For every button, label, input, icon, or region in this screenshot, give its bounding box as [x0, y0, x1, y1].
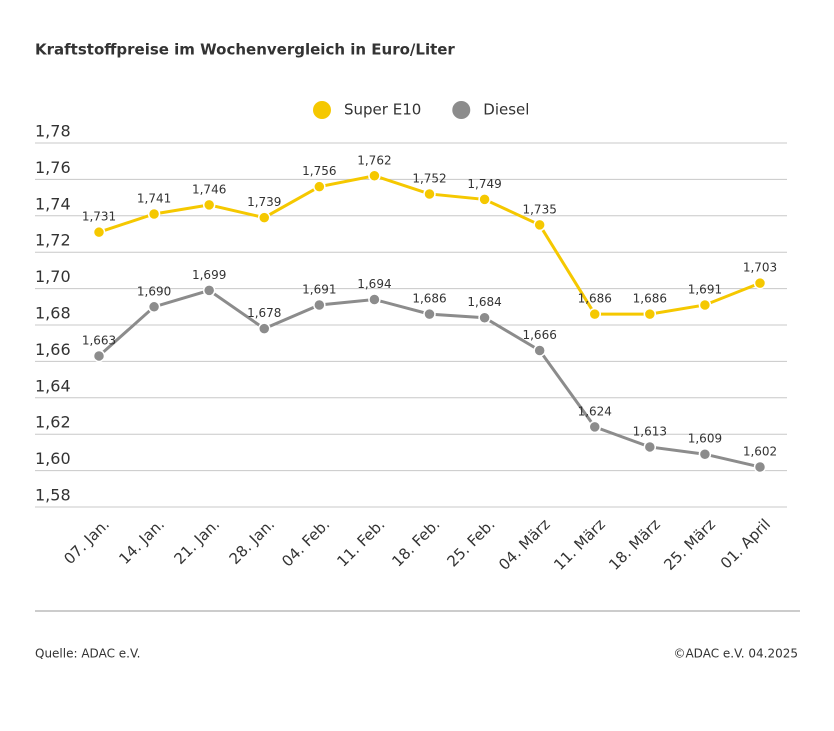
data-label: 1,735: [522, 202, 556, 216]
data-label: 1,678: [247, 306, 281, 320]
data-point: [588, 420, 601, 434]
data-label: 1,739: [247, 195, 281, 209]
x-tick-label: 18. März: [605, 515, 664, 574]
y-tick-label: 1,68: [35, 304, 71, 323]
data-point: [92, 349, 106, 363]
data-point: [423, 187, 436, 201]
data-point: [643, 440, 657, 454]
y-tick-label: 1,58: [35, 486, 71, 505]
data-label: 1,666: [522, 328, 556, 342]
x-tick-label: 04. Feb.: [278, 515, 333, 570]
data-point: [753, 276, 767, 290]
data-point: [368, 293, 381, 306]
x-tick-label: 11. März: [550, 515, 609, 574]
x-tick-label: 07. Jan.: [60, 515, 113, 568]
data-label: 1,609: [688, 432, 722, 446]
data-label: 1,703: [743, 261, 777, 275]
data-point: [423, 307, 436, 321]
y-tick-label: 1,64: [35, 376, 71, 395]
data-point: [202, 198, 216, 212]
x-tick-label: 14. Jan.: [115, 515, 168, 568]
data-point: [147, 300, 161, 314]
x-tick-label: 11. Feb.: [333, 515, 388, 570]
y-tick-label: 1,70: [35, 267, 71, 286]
data-label: 1,686: [578, 292, 612, 306]
chart-title: Kraftstoffpreise im Wochenvergleich in E…: [35, 41, 455, 59]
data-point: [313, 298, 326, 312]
legend-marker: [452, 101, 471, 119]
y-tick-label: 1,66: [35, 340, 71, 359]
data-label: 1,731: [82, 210, 116, 224]
x-tick-label: 01. April: [717, 515, 774, 572]
y-tick-label: 1,60: [35, 449, 71, 468]
data-label: 1,690: [137, 284, 171, 298]
data-label: 1,613: [633, 424, 667, 438]
x-tick-label: 28. Jan.: [226, 515, 279, 568]
data-label: 1,624: [578, 404, 612, 418]
data-label: 1,699: [192, 268, 226, 282]
data-label: 1,752: [412, 171, 446, 185]
y-tick-label: 1,76: [35, 158, 71, 177]
data-point: [753, 460, 767, 474]
data-point: [147, 207, 161, 221]
data-point: [643, 307, 657, 321]
credit: ©ADAC e.V. 04.2025: [673, 647, 798, 661]
data-label: 1,741: [137, 191, 171, 205]
legend-marker: [313, 101, 331, 119]
y-tick-label: 1,74: [35, 194, 71, 213]
data-point: [533, 344, 546, 357]
x-tick-label: 04. März: [495, 515, 554, 574]
data-label: 1,746: [192, 182, 226, 196]
data-point: [202, 284, 216, 297]
data-point: [92, 225, 106, 239]
data-label: 1,749: [467, 177, 501, 191]
legend-label: Diesel: [483, 101, 529, 119]
y-tick-label: 1,78: [35, 122, 71, 141]
data-label: 1,762: [357, 153, 391, 167]
y-tick-label: 1,62: [35, 413, 71, 432]
data-point: [258, 211, 271, 224]
x-tick-label: 25. Feb.: [443, 515, 498, 570]
data-point: [258, 322, 271, 335]
data-point: [368, 169, 381, 183]
data-label: 1,691: [302, 282, 336, 296]
data-label: 1,694: [357, 277, 391, 291]
data-label: 1,602: [743, 444, 777, 458]
data-point: [698, 298, 712, 312]
data-point: [313, 180, 326, 193]
x-tick-label: 25. März: [660, 515, 719, 574]
data-label: 1,686: [633, 292, 667, 306]
legend-label: Super E10: [344, 101, 421, 119]
data-label: 1,686: [412, 292, 446, 306]
data-point: [478, 193, 491, 206]
data-label: 1,684: [467, 295, 501, 309]
x-tick-label: 18. Feb.: [388, 515, 443, 570]
data-label: 1,663: [82, 333, 116, 347]
data-point: [533, 218, 546, 232]
data-point: [588, 307, 601, 321]
data-label: 1,691: [688, 282, 722, 296]
data-label: 1,756: [302, 164, 336, 178]
y-tick-label: 1,72: [35, 231, 71, 250]
data-point: [478, 311, 491, 324]
data-point: [698, 447, 712, 461]
x-tick-label: 21. Jan.: [170, 515, 223, 568]
source: Quelle: ADAC e.V.: [35, 647, 140, 661]
